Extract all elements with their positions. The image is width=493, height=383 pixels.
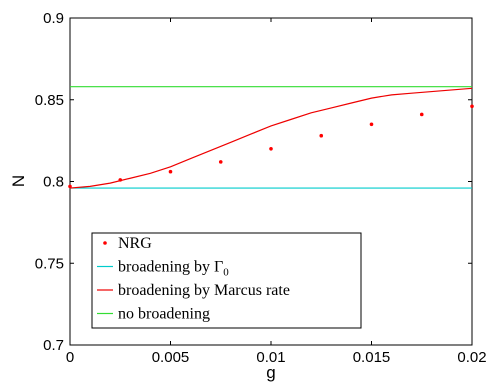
y-tick-label: 0.7: [43, 337, 64, 354]
legend-label: broadening by Γ0: [118, 259, 229, 279]
data-point: [369, 122, 374, 127]
legend-label: NRG: [118, 235, 152, 252]
data-point: [419, 112, 424, 117]
x-axis: 0 0.005 0.01 0.015 0.02: [66, 18, 487, 366]
data-point: [319, 133, 324, 138]
x-tick-label: 0.005: [152, 349, 190, 366]
x-tick-label: 0.02: [457, 349, 486, 366]
legend: NRG broadening by Γ0 broadening by Marcus …: [91, 232, 362, 329]
y-axis: 0.7 0.75 0.8 0.85 0.9: [35, 10, 472, 354]
x-tick-label: 0: [66, 349, 74, 366]
series-layer: [68, 86, 474, 189]
x-tick-label: 0.01: [256, 349, 285, 366]
legend-label: no broadening: [118, 306, 210, 323]
y-tick-label: 0.8: [43, 174, 64, 191]
data-point: [218, 160, 223, 164]
legend-box: [91, 232, 362, 329]
data-point: [118, 178, 123, 182]
y-tick-label: 0.85: [35, 92, 64, 109]
data-point: [168, 169, 173, 174]
y-tick-label: 0.9: [43, 10, 64, 27]
data-point: [68, 184, 72, 189]
x-tick-label: 0.015: [353, 349, 391, 366]
legend-label: broadening by Marcus rate: [118, 282, 290, 299]
y-axis-label: N: [9, 175, 28, 187]
x-axis-label: g: [266, 363, 275, 382]
data-point: [470, 104, 474, 109]
legend-marker: [103, 241, 107, 245]
series-line: [69, 87, 473, 189]
y-tick-label: 0.75: [35, 255, 64, 272]
data-point: [269, 147, 273, 151]
